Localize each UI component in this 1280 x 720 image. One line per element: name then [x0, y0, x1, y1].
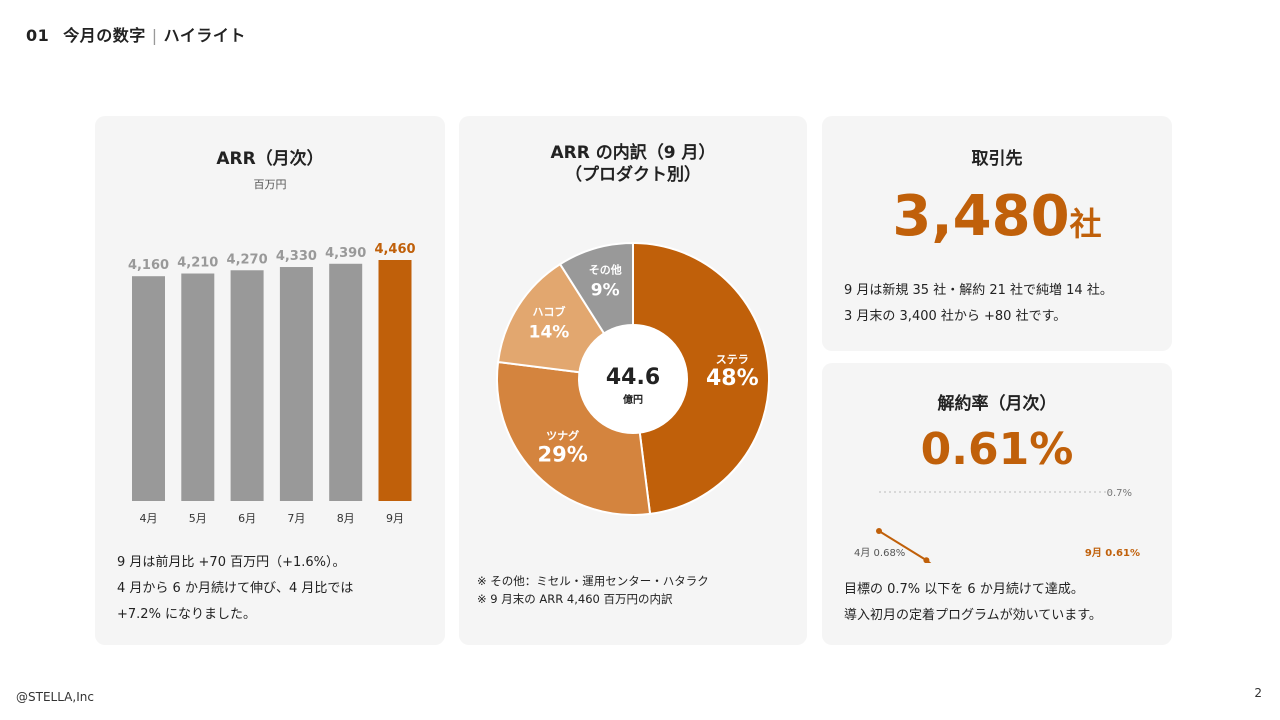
- pie-card-title-line2: （プロダクト別）: [565, 165, 701, 185]
- page-header: 01 今月の数字 | ハイライト: [26, 22, 246, 46]
- section-number: 01: [26, 26, 50, 45]
- churn-notes: 目標の 0.7% 以下を 6 か月続けて達成。 導入初月の定着プログラムが効いて…: [844, 577, 1102, 629]
- arr-note-line: 9 月は前月比 +70 百万円（+1.6%）。: [117, 555, 346, 570]
- churn-end-label: 9月 0.61%: [1085, 547, 1140, 559]
- arr-month-label: 5月: [189, 512, 207, 525]
- arr-month-label: 4月: [140, 512, 158, 525]
- arr-unit-label: 百万円: [253, 178, 287, 191]
- churn-card-title: 解約率（月次）: [937, 394, 1057, 414]
- arr-bar-value-label: 4,270: [227, 252, 268, 267]
- arr-bar: [181, 273, 215, 501]
- arr-bar-value-label: 4,390: [325, 246, 366, 261]
- arr-card-title: ARR（月次）: [216, 149, 324, 169]
- churn-rate-value: 0.61%: [920, 424, 1074, 475]
- arr-bar: [132, 276, 165, 501]
- pie-slice-percent: 29%: [538, 442, 588, 466]
- arr-card: ARR（月次） 百万円 4,160 4月 4,210 5月 4,270 6月 4,330 7月…: [95, 116, 445, 645]
- clients-count: 3,480社: [822, 184, 1172, 257]
- pie-slice-name: ハコブ: [532, 305, 565, 319]
- arr-bar: [378, 260, 412, 501]
- churn-point: [923, 557, 930, 563]
- arr-month-label: 7月: [287, 512, 305, 525]
- clients-count-unit: 社: [1069, 205, 1102, 243]
- pie-notes: ※ その他：ミセル・運用センター・ハタラク ※ 9 月末の ARR 4,460 …: [477, 572, 709, 608]
- clients-card: 取引先 3,480社 9 月は新規 35 社・解約 21 社で純増 14 社。 …: [822, 116, 1172, 351]
- pie-center-unit: 億円: [623, 393, 643, 406]
- churn-line-chart: 0.7% 4月 0.68% 9月 0.61%: [854, 488, 1140, 563]
- arr-bar-chart: 4,160 4月 4,210 5月 4,270 6月 4,330 7月 4,390 8月 4,460…: [128, 242, 416, 525]
- churn-start-label: 4月 0.68%: [854, 547, 905, 559]
- churn-note-line: 目標の 0.7% 以下を 6 か月続けて達成。: [844, 582, 1084, 597]
- arr-note-line: 4 月から 6 か月続けて伸び、4 月比では: [117, 581, 354, 596]
- pie-slice: [632, 241, 770, 516]
- pie-note-line: ※ 9 月末の ARR 4,460 百万円の内訳: [477, 592, 673, 606]
- arr-bar: [230, 270, 264, 501]
- clients-note-line: 9 月は新規 35 社・解約 21 社で純増 14 社。: [844, 283, 1113, 298]
- page-subtitle: ハイライト: [163, 26, 246, 45]
- arr-month-label: 8月: [337, 512, 355, 525]
- title-separator: |: [151, 26, 158, 45]
- arr-breakdown-card: ARR の内訳（9 月） （プロダクト別） ステラ 48% ツナグ 29% ハコブ 14%…: [459, 116, 807, 645]
- pie-slice-percent: 14%: [529, 323, 570, 343]
- pie-slice-name: ツナグ: [546, 428, 579, 442]
- pie-slice-percent: 9%: [591, 280, 620, 300]
- clients-count-value: 3,480: [892, 184, 1070, 249]
- arr-bar-value-label: 4,330: [276, 249, 317, 264]
- pie-center-value: 44.6: [606, 365, 660, 390]
- pie-center-hole: [578, 324, 688, 434]
- clients-note-line: 3 月末の 3,400 社から +80 社です。: [844, 309, 1067, 324]
- page-title: 今月の数字: [63, 26, 146, 45]
- arr-bar: [329, 263, 363, 501]
- pie-note-line: ※ その他：ミセル・運用センター・ハタラク: [477, 574, 709, 588]
- pie-slice-name: ステラ: [716, 353, 749, 366]
- arr-bar: [279, 267, 313, 501]
- arr-month-label: 9月: [386, 512, 404, 525]
- arr-bar-value-label: 4,210: [177, 256, 218, 271]
- churn-point: [876, 528, 882, 534]
- arr-notes: 9 月は前月比 +70 百万円（+1.6%）。 4 月から 6 か月続けて伸び、…: [117, 550, 353, 628]
- target-line-label: 0.7%: [1107, 488, 1132, 499]
- pie-slice-percent: 48%: [706, 366, 759, 391]
- churn-note-line: 導入初月の定着プログラムが効いています。: [844, 608, 1102, 623]
- arr-bar-value-label: 4,460: [374, 242, 415, 257]
- arr-month-label: 6月: [238, 512, 256, 525]
- arr-note-line: +7.2% になりました。: [117, 607, 257, 622]
- churn-line: [878, 530, 932, 563]
- pie-slice-name: その他: [589, 262, 622, 276]
- churn-card: 解約率（月次） 0.61% 0.7% 4月 0.68% 9月 0.61% 目標の…: [822, 363, 1172, 645]
- arr-bar-value-label: 4,160: [128, 258, 169, 273]
- company-footer: @STELLA,Inc: [16, 690, 94, 704]
- pie-card-title-line1: ARR の内訳（9 月）: [550, 143, 716, 163]
- clients-notes: 9 月は新規 35 社・解約 21 社で純増 14 社。 3 月末の 3,400…: [844, 278, 1113, 330]
- page-number: 2: [1254, 686, 1262, 700]
- clients-card-title: 取引先: [971, 149, 1023, 169]
